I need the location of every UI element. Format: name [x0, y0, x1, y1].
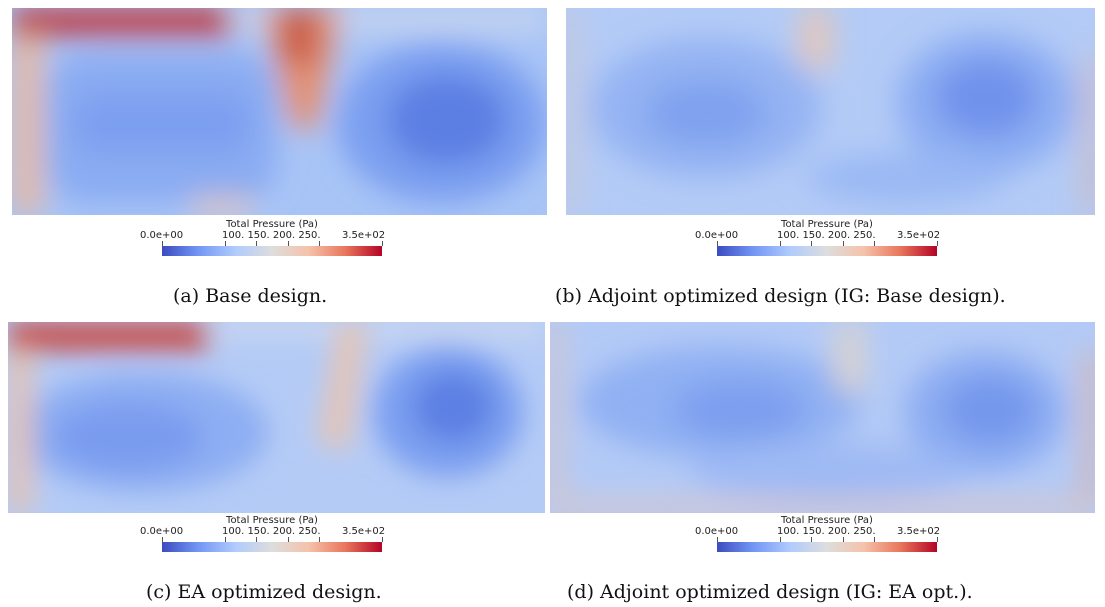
colorbar-title: Total Pressure (Pa): [707, 515, 947, 526]
colorbar-min-label: 0.0e+00: [695, 526, 738, 537]
colorbar-tick: [937, 537, 938, 542]
colorbar-gradient: [717, 542, 937, 552]
colorbar-min-label: 0.0e+00: [140, 526, 183, 537]
colorbar-min-label: 0.0e+00: [140, 230, 183, 241]
colorbar-a: Total Pressure (Pa) 0.0e+00 100. 150. 200.…: [140, 219, 430, 269]
colorbar-b: Total Pressure (Pa) 0.0e+00 100. 150. 200.…: [695, 219, 985, 269]
colorbar-max-label: 3.5e+02: [897, 526, 940, 537]
pressure-field-b: [566, 8, 1095, 215]
colorbar-c: Total Pressure (Pa) 0.0e+00 100. 150. 200.…: [140, 515, 430, 565]
colorbar-tick: [382, 537, 383, 542]
colorbar-mid-labels: 100. 150. 200. 250.: [222, 230, 321, 241]
colorbar-tick: [937, 241, 938, 246]
pressure-field-c: [8, 322, 545, 513]
caption-d: (d) Adjoint optimized design (IG: EA opt…: [567, 581, 973, 603]
colorbar-gradient: [717, 246, 937, 256]
colorbar-mid-labels: 100. 150. 200. 250.: [777, 526, 876, 537]
caption-a: (a) Base design.: [173, 285, 327, 307]
colorbar-max-label: 3.5e+02: [342, 230, 385, 241]
colorbar-title: Total Pressure (Pa): [152, 219, 392, 230]
colorbar-tick: [382, 241, 383, 246]
colorbar-gradient: [162, 542, 382, 552]
colorbar-title: Total Pressure (Pa): [152, 515, 392, 526]
colorbar-min-label: 0.0e+00: [695, 230, 738, 241]
colorbar-mid-labels: 100. 150. 200. 250.: [222, 526, 321, 537]
colorbar-d: Total Pressure (Pa) 0.0e+00 100. 150. 200.…: [695, 515, 985, 565]
colorbar-title: Total Pressure (Pa): [707, 219, 947, 230]
colorbar-mid-labels: 100. 150. 200. 250.: [777, 230, 876, 241]
caption-c: (c) EA optimized design.: [146, 581, 382, 603]
colorbar-max-label: 3.5e+02: [897, 230, 940, 241]
pressure-field-d: [550, 322, 1095, 513]
pressure-field-a: [12, 8, 547, 215]
colorbar-max-label: 3.5e+02: [342, 526, 385, 537]
colorbar-gradient: [162, 246, 382, 256]
caption-b: (b) Adjoint optimized design (IG: Base d…: [555, 285, 1006, 307]
